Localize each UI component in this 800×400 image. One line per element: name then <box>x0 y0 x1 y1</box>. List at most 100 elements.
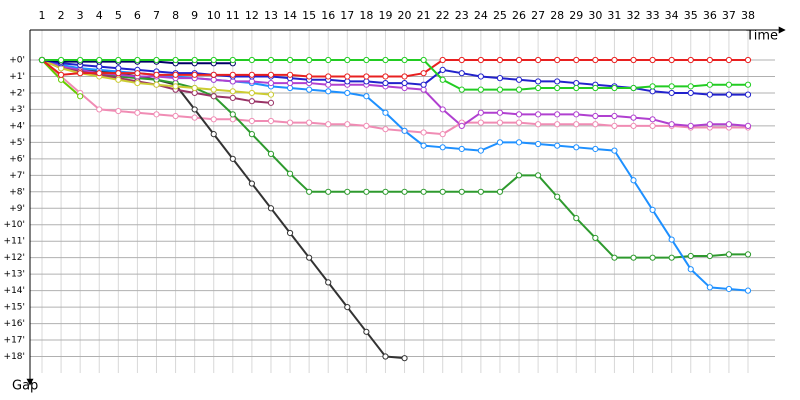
point <box>115 65 122 72</box>
point <box>554 193 561 200</box>
series-line <box>41 59 748 78</box>
point <box>115 107 122 115</box>
point <box>439 106 446 113</box>
point <box>706 284 713 291</box>
y-tick-label: +17' <box>4 336 25 346</box>
point <box>744 122 752 129</box>
x-tick-label: 32 <box>627 9 641 22</box>
point <box>687 56 694 64</box>
point <box>134 109 141 116</box>
point <box>477 73 484 80</box>
point <box>77 93 84 100</box>
y-tick-label: +13' <box>4 270 25 280</box>
point <box>725 285 733 293</box>
point <box>515 76 523 83</box>
point <box>515 86 523 93</box>
point <box>649 122 656 129</box>
x-tick-label: 36 <box>703 9 717 22</box>
point <box>172 56 179 64</box>
point <box>630 56 637 64</box>
point <box>611 84 618 92</box>
point <box>592 121 599 128</box>
point <box>649 206 656 214</box>
point <box>325 121 332 128</box>
y-tick-label: +8' <box>9 187 25 197</box>
point <box>477 147 484 154</box>
series-line <box>41 59 748 136</box>
series-line <box>41 59 748 259</box>
y-tick-label: +5' <box>9 138 25 148</box>
x-tick-label: 17 <box>340 9 354 22</box>
point <box>496 109 504 116</box>
x-tick-label: 18 <box>359 9 373 22</box>
point <box>210 131 217 138</box>
point <box>57 65 65 72</box>
point <box>325 73 332 80</box>
point <box>630 84 637 92</box>
point <box>401 73 408 80</box>
point <box>210 93 217 100</box>
point <box>344 188 351 195</box>
point <box>306 119 313 126</box>
point <box>267 117 275 125</box>
point <box>725 251 733 258</box>
y-tick-label: +0' <box>9 56 25 66</box>
point <box>744 56 752 64</box>
point <box>420 129 427 136</box>
x-tick-label: 33 <box>646 9 660 22</box>
point <box>325 279 332 286</box>
point <box>77 70 84 77</box>
point <box>248 98 255 105</box>
point <box>77 56 84 64</box>
point <box>248 56 255 64</box>
point <box>267 205 275 212</box>
point <box>496 119 504 126</box>
x-axis-label: Time <box>745 29 778 44</box>
point <box>573 56 580 64</box>
point <box>458 70 465 77</box>
point <box>725 91 733 98</box>
point <box>248 131 255 138</box>
point <box>191 71 198 78</box>
point <box>286 170 294 177</box>
plot <box>38 56 752 362</box>
point <box>172 83 179 90</box>
point <box>267 91 275 98</box>
point <box>649 88 656 95</box>
point <box>668 83 675 90</box>
point <box>554 84 561 92</box>
point <box>401 79 408 87</box>
y-tick-label: +3' <box>9 105 25 115</box>
point <box>573 215 580 222</box>
point <box>630 177 637 184</box>
point <box>744 287 752 294</box>
point <box>267 71 275 78</box>
point <box>477 56 484 64</box>
point <box>191 89 198 97</box>
point <box>535 172 542 179</box>
x-tick-label: 4 <box>96 9 103 22</box>
point <box>401 127 408 134</box>
point <box>477 109 484 116</box>
point <box>172 112 179 120</box>
point <box>191 114 198 121</box>
point <box>38 56 46 64</box>
point <box>592 56 599 64</box>
x-tick-label: 31 <box>607 9 621 22</box>
point <box>363 122 370 129</box>
point <box>687 252 694 260</box>
point <box>458 86 465 93</box>
point <box>611 122 618 129</box>
point <box>420 56 427 64</box>
x-tick-label: 22 <box>436 9 450 22</box>
y-tick-label: +12' <box>4 253 25 263</box>
point <box>191 106 198 113</box>
point <box>535 140 542 148</box>
x-tick-label: 10 <box>207 9 221 22</box>
x-tick-label: 30 <box>588 9 602 22</box>
point <box>611 56 618 64</box>
x-tick-label: 2 <box>58 9 65 22</box>
point <box>611 112 618 120</box>
x-tick-label: 35 <box>684 9 698 22</box>
x-tick-label: 6 <box>134 9 141 22</box>
